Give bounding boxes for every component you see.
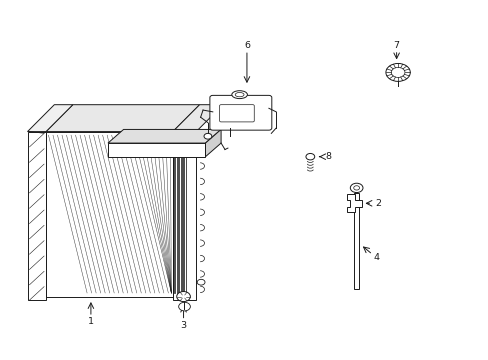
Circle shape — [353, 186, 359, 190]
Polygon shape — [46, 132, 172, 297]
Ellipse shape — [235, 93, 244, 97]
FancyBboxPatch shape — [209, 95, 271, 130]
Text: 8: 8 — [325, 152, 331, 161]
Circle shape — [197, 279, 204, 285]
Text: 2: 2 — [375, 199, 381, 208]
Text: 6: 6 — [244, 41, 249, 50]
Polygon shape — [27, 132, 46, 300]
Text: 7: 7 — [393, 41, 399, 50]
Polygon shape — [46, 105, 199, 132]
FancyBboxPatch shape — [219, 105, 254, 122]
Circle shape — [385, 63, 409, 81]
Circle shape — [305, 153, 314, 160]
Text: 3: 3 — [180, 321, 186, 330]
Polygon shape — [108, 143, 205, 157]
Polygon shape — [205, 130, 221, 157]
Text: 1: 1 — [88, 317, 94, 326]
Text: 4: 4 — [372, 253, 378, 262]
Circle shape — [176, 292, 190, 302]
Circle shape — [390, 67, 404, 77]
Bar — [353, 193, 358, 289]
Polygon shape — [172, 105, 223, 132]
Circle shape — [349, 183, 362, 193]
Polygon shape — [27, 105, 73, 132]
Polygon shape — [346, 194, 361, 212]
Ellipse shape — [231, 91, 247, 99]
Polygon shape — [108, 130, 221, 143]
Text: 5: 5 — [212, 127, 218, 136]
Circle shape — [203, 134, 211, 139]
Circle shape — [178, 302, 190, 311]
